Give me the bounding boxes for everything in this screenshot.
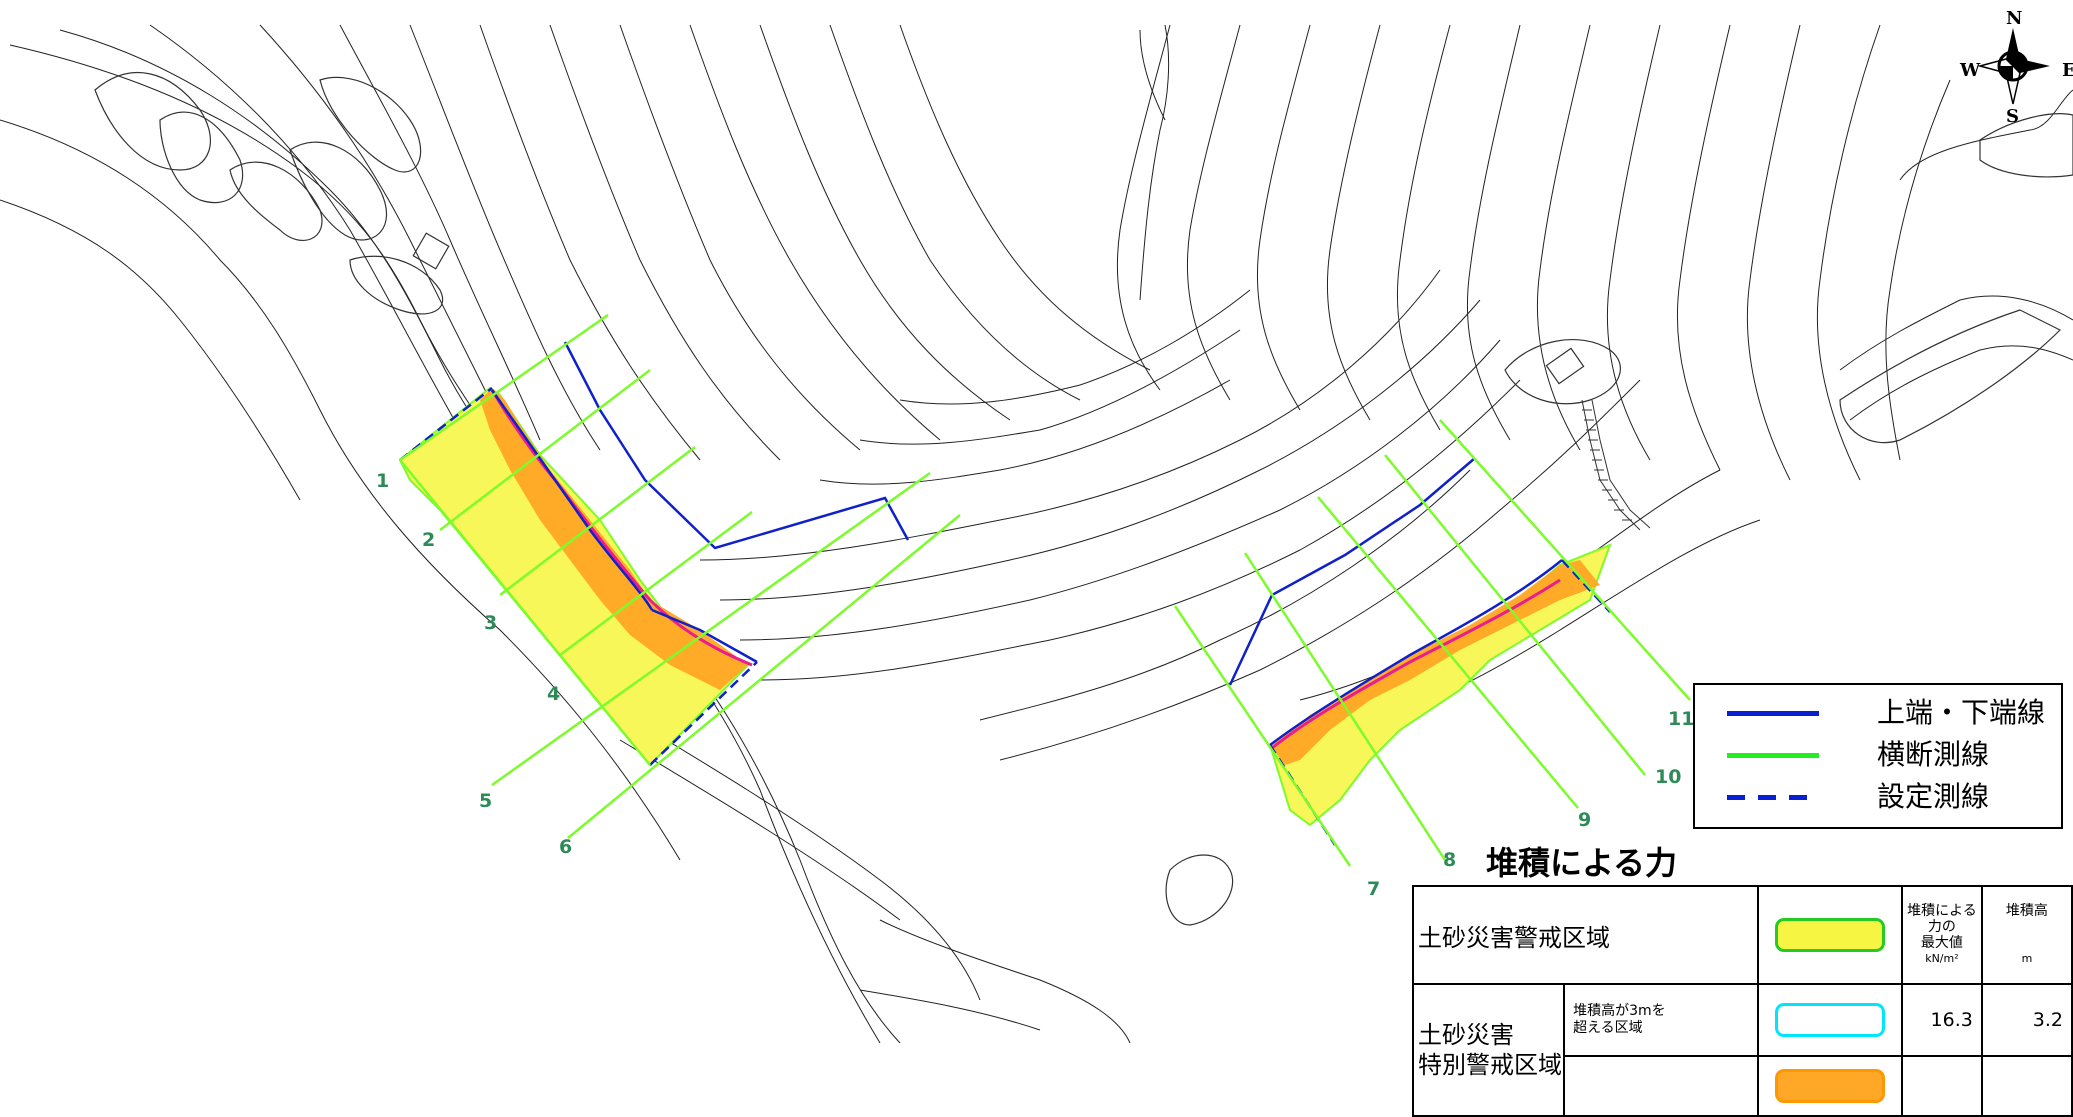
special-force-value: 16.3 (1901, 983, 1983, 1057)
legend: 上端・下端線 横断測線 設定測線 (1693, 683, 2063, 829)
section-label-8: 8 (1443, 849, 1456, 871)
special-zone-label: 土砂災害 特別警戒区域 (1411, 983, 1566, 1117)
height-unit: m (2021, 952, 2033, 965)
section-label-3: 3 (484, 612, 497, 634)
caution-zone-swatch (1774, 918, 1885, 952)
legend-item-set-survey: 設定測線 (1695, 777, 2061, 817)
max-force-unit: kN/m² (1925, 952, 1959, 965)
compass-south-label: S (2006, 106, 2019, 124)
legend-swatch-solid-blue (1727, 711, 1819, 716)
section-label-7: 7 (1367, 878, 1380, 900)
section-label-11: 11 (1668, 708, 1694, 730)
caution-zone-west (398, 386, 750, 767)
max-force-header-text: 堆積による 力の 最大値 (1907, 903, 1977, 951)
special-zone-sub-label: 堆積高が3mを 超える区域 (1563, 983, 1759, 1057)
compass-icon: N S W E (1959, 8, 2073, 127)
special-force-value-2 (1901, 1055, 1983, 1117)
edge-lines (490, 341, 1563, 747)
special-zone-swatch-cell (1756, 1055, 1904, 1117)
contour-lines (0, 24, 2073, 1043)
section-labels: 1 2 3 4 5 6 7 8 9 10 11 (376, 470, 1694, 900)
force-table: 土砂災害警戒区域 堆積による 力の 最大値 kN/m² 堆積高 m 土砂災害 特… (1411, 885, 2073, 1117)
hazard-map: 1 2 3 4 5 6 7 8 9 10 11 (0, 24, 2073, 1043)
cross-section-lines (399, 313, 1691, 867)
max-force-header: 堆積による 力の 最大値 kN/m² (1901, 885, 1983, 985)
building-outlines (94, 72, 2073, 926)
section-label-9: 9 (1578, 809, 1591, 831)
legend-swatch-solid-green (1727, 753, 1819, 758)
special-height-value: 3.2 (1980, 983, 2073, 1057)
caution-zone-label: 土砂災害警戒区域 (1412, 885, 1759, 985)
section-label-5: 5 (479, 790, 492, 812)
section-label-2: 2 (422, 529, 435, 551)
legend-item-cross-section: 横断測線 (1695, 735, 2061, 775)
legend-label: 上端・下端線 (1877, 696, 2046, 729)
legend-label: 設定測線 (1877, 780, 1990, 813)
caution-zone-swatch-cell (1756, 885, 1904, 985)
height-header-text: 堆積高 (2005, 903, 2048, 919)
compass-west-label: W (1959, 60, 1981, 81)
section-label-4: 4 (547, 683, 560, 705)
force-table-title: 堆積による力 (1486, 844, 1678, 882)
special-zone-sub-label-2 (1563, 1055, 1759, 1117)
legend-label: 横断測線 (1877, 738, 1990, 771)
section-label-6: 6 (559, 836, 572, 858)
compass-east-label: E (2062, 60, 2073, 81)
hazard-zone-east (1268, 543, 1612, 827)
special-zone-east (1270, 560, 1600, 765)
compass-rose: N S W E (1958, 4, 2073, 127)
stair-path (1581, 399, 1651, 531)
deposit-zone-swatch (1774, 1003, 1885, 1037)
deposit-zone-swatch-cell (1756, 983, 1904, 1057)
compass-north-label: N (2006, 8, 2022, 29)
hazard-zone-west (398, 386, 753, 767)
legend-swatch-dashed-blue (1727, 795, 1819, 800)
legend-item-edge-line: 上端・下端線 (1695, 693, 2061, 733)
section-label-10: 10 (1655, 766, 1681, 788)
special-height-value-2 (1980, 1055, 2073, 1117)
height-header: 堆積高 m (1980, 885, 2073, 985)
special-zone-west (480, 388, 748, 690)
special-zone-swatch (1774, 1069, 1885, 1103)
section-label-1: 1 (376, 470, 389, 492)
boundary-line-east (1271, 578, 1561, 750)
